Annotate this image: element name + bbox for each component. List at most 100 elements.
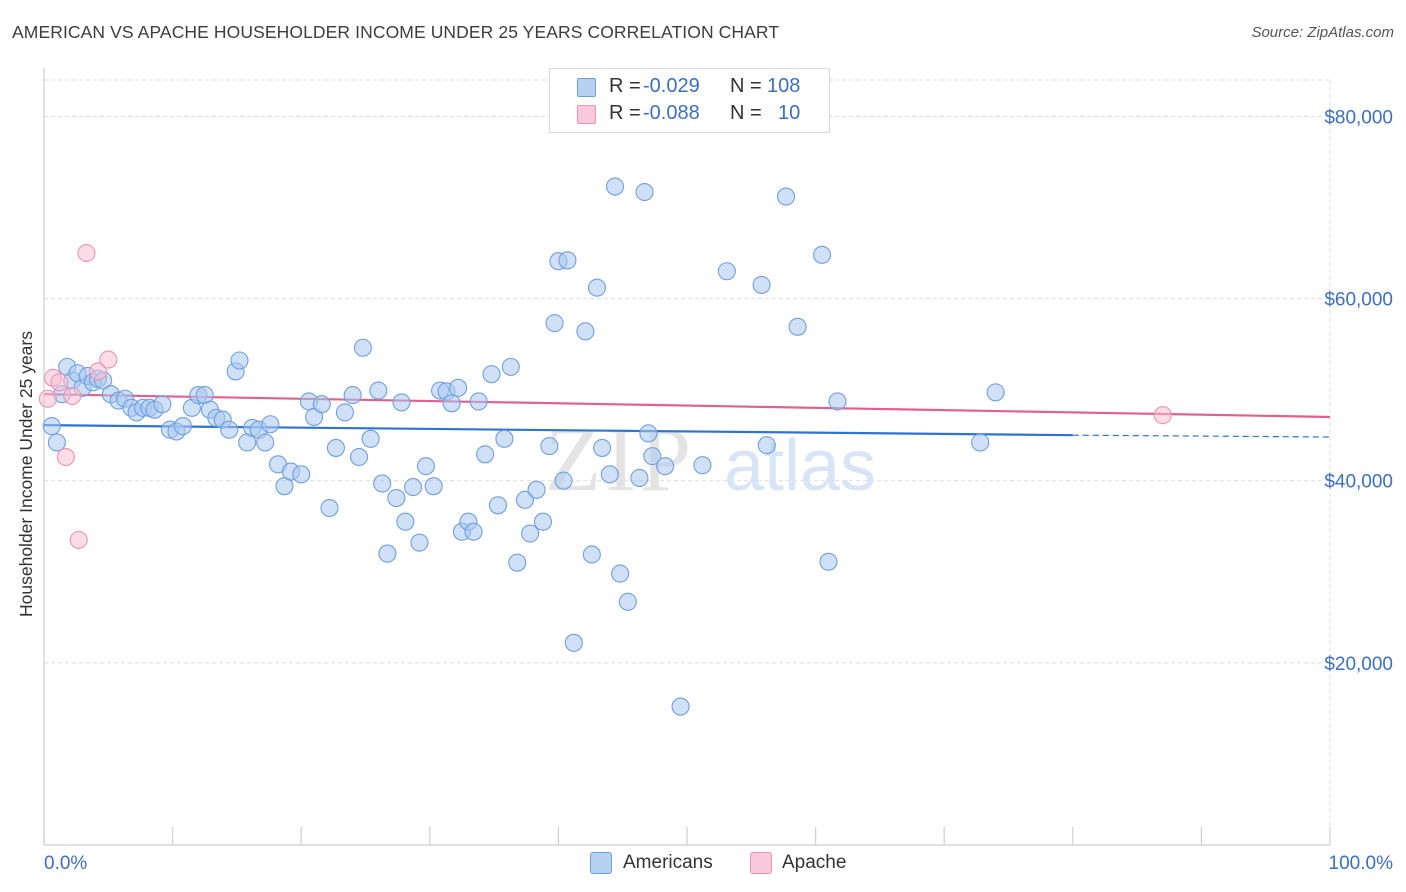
r-label: R =	[609, 75, 641, 97]
american-point	[752, 275, 771, 294]
american-point	[540, 437, 559, 456]
american-point	[533, 512, 553, 531]
american-point	[469, 392, 488, 411]
american-point	[656, 457, 675, 476]
american-point	[611, 564, 630, 583]
american-point	[173, 417, 192, 436]
watermark: ZIP atlas	[545, 408, 876, 510]
american-point	[488, 496, 508, 515]
american-point	[564, 633, 583, 652]
american-point	[558, 251, 577, 270]
american-point	[545, 314, 564, 333]
r-label: R =	[609, 102, 641, 124]
american-point	[501, 357, 520, 376]
apache-point	[69, 530, 88, 549]
american-point	[261, 415, 280, 434]
american-point	[643, 447, 662, 466]
american-point	[335, 403, 354, 422]
axes	[43, 68, 1331, 846]
american-point	[515, 490, 535, 509]
american-point	[527, 480, 546, 499]
apache-point	[77, 243, 96, 263]
american-point	[442, 394, 461, 413]
americans-legend-label: Americans	[623, 852, 713, 873]
american-point	[600, 465, 619, 484]
apache-point	[99, 350, 118, 369]
chart-title: AMERICAN VS APACHE HOUSEHOLDER INCOME UN…	[12, 22, 780, 42]
american-point	[416, 457, 435, 476]
american-point	[353, 338, 372, 357]
american-point	[582, 545, 601, 564]
american-point	[312, 395, 331, 414]
american-point	[671, 697, 690, 716]
american-point	[476, 445, 495, 464]
n-label: N =	[730, 75, 762, 97]
american-point	[521, 524, 540, 543]
american-point	[42, 417, 61, 436]
american-point	[326, 438, 345, 457]
american-point	[343, 386, 362, 405]
american-point	[230, 351, 249, 370]
americans-swatch	[577, 78, 596, 97]
american-point	[788, 317, 807, 336]
y-tick-label: $60,000	[1324, 290, 1393, 311]
american-point	[396, 512, 415, 531]
american-point	[986, 383, 1005, 402]
american-point	[256, 433, 275, 452]
grid-lines	[44, 79, 1331, 845]
american-point	[971, 433, 990, 452]
tick-labels: $20,000 $40,000 $60,000 $80,000 0.0% 100.0%	[44, 107, 1393, 874]
apache-point	[1153, 406, 1172, 425]
american-point	[373, 474, 392, 493]
x-tick-label-start: 0.0%	[44, 853, 87, 874]
stats-legend: R = -0.029 N = 108 R = -0.088 N = 10	[549, 68, 830, 133]
apache-point	[50, 373, 69, 392]
americans-legend-swatch	[590, 852, 612, 874]
american-point	[618, 592, 637, 611]
watermark-atlas: atlas	[724, 426, 876, 506]
american-point	[387, 488, 406, 508]
american-point	[378, 544, 397, 563]
y-tick-label: $80,000	[1324, 107, 1393, 128]
american-point	[464, 522, 483, 541]
american-point	[554, 471, 573, 490]
american-point	[757, 436, 776, 455]
american-point	[220, 420, 239, 439]
y-tick-label: $40,000	[1324, 472, 1393, 493]
american-point	[153, 395, 172, 414]
american-point	[47, 433, 66, 452]
american-point	[635, 182, 654, 202]
x-tick-label-end: 100.0%	[1329, 853, 1394, 874]
apache-trend-line	[43, 393, 1331, 419]
american-point	[630, 468, 649, 488]
american-point	[639, 424, 658, 443]
r-value: -0.029	[643, 75, 700, 97]
apache-legend-label: Apache	[782, 852, 847, 873]
american-point	[410, 533, 429, 552]
american-point	[404, 478, 423, 497]
american-point	[508, 553, 527, 572]
watermark-zip: ZIP	[545, 408, 695, 510]
n-value: 10	[778, 102, 801, 124]
american-point	[482, 365, 501, 384]
american-point	[776, 187, 796, 206]
apache-point	[63, 386, 82, 406]
american-point	[587, 278, 607, 297]
american-point	[828, 392, 847, 411]
american-point	[320, 498, 339, 518]
apache-legend-swatch	[750, 852, 772, 874]
apache-point	[88, 362, 108, 381]
american-point	[292, 465, 311, 484]
american-point	[369, 381, 388, 400]
source-credit: Source: ZipAtlas.com	[1251, 24, 1394, 41]
r-value: -0.088	[643, 102, 700, 124]
american-point	[819, 552, 838, 571]
american-point	[424, 477, 443, 496]
american-point	[495, 429, 514, 448]
american-point	[605, 177, 625, 196]
american-point	[576, 322, 595, 341]
american-point	[361, 429, 380, 448]
apache-point	[56, 447, 75, 467]
apache-swatch	[577, 105, 596, 124]
